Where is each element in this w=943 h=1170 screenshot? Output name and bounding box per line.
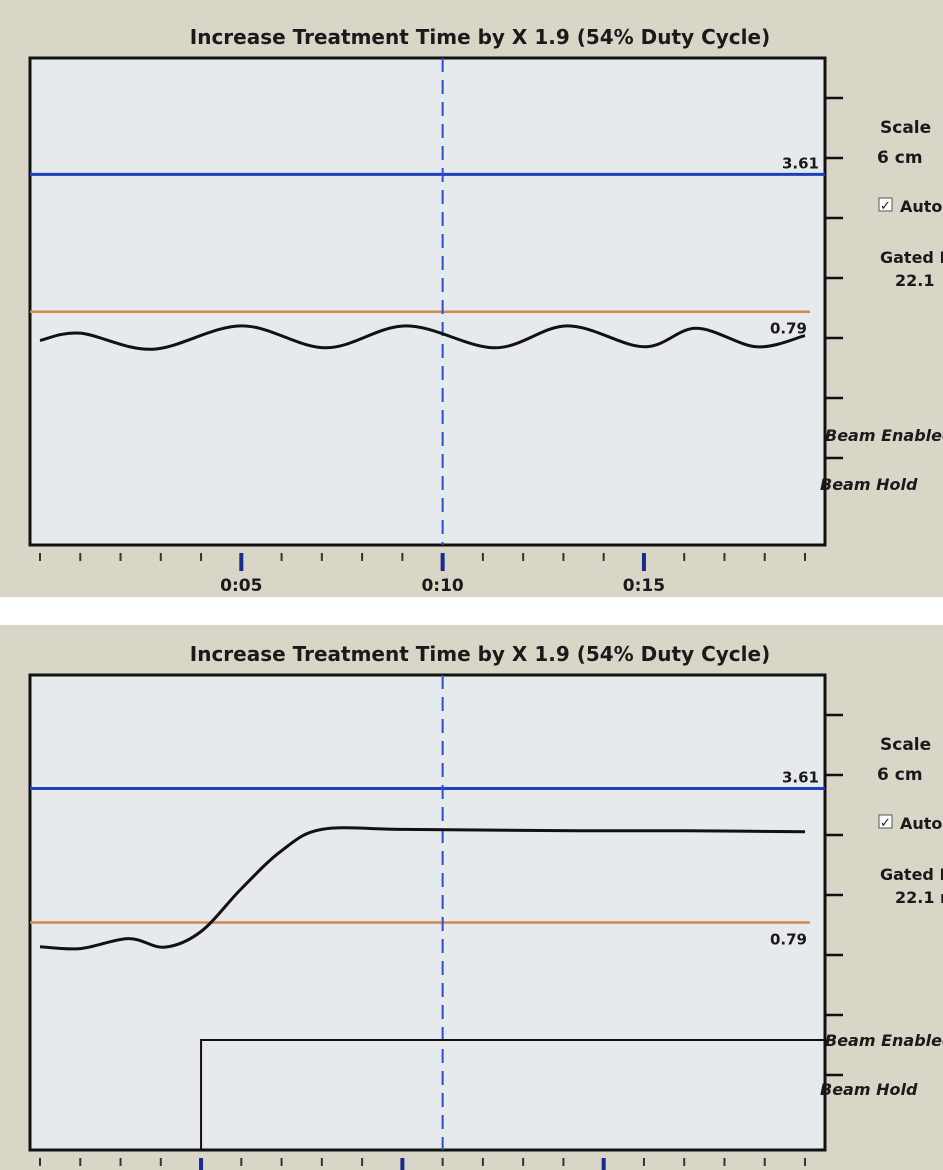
scale-value: 6 cm <box>877 148 923 168</box>
respiratory-trace <box>39 826 806 951</box>
upper-threshold-label: 3.61 <box>782 769 819 787</box>
x-tick-label: 0:05 <box>220 576 262 596</box>
auto-scale-label: Auto S <box>900 814 943 833</box>
scale-label: Scale <box>880 118 931 138</box>
chart-title: Increase Treatment Time by X 1.9 (54% Du… <box>190 642 770 666</box>
gated-value: 22.1 mr <box>895 888 943 907</box>
auto-scale-label: Auto <box>900 197 942 216</box>
scale-label: Scale <box>880 735 931 755</box>
beam-state-line <box>200 1039 825 1150</box>
scale-value: 6 cm <box>877 765 923 785</box>
beam-enabled-label: Beam Enabled <box>825 426 943 445</box>
lower-threshold-label: 0.79 <box>770 930 807 948</box>
beam-enabled-label: Beam Enabled <box>825 1031 943 1050</box>
respiratory-trace <box>39 324 806 351</box>
beam-hold-label: Beam Hold <box>820 475 918 494</box>
gated-value: 22.1 <box>895 271 934 290</box>
checkmark-icon: ✓ <box>880 199 891 214</box>
lower-threshold-label: 0.79 <box>770 320 807 338</box>
gating-chart-panel-2: Increase Treatment Time by X 1.9 (54% Du… <box>0 625 943 1170</box>
auto-scale-checkbox[interactable] <box>878 197 893 212</box>
x-tick-label: 0:15 <box>623 576 665 596</box>
upper-threshold-label: 3.61 <box>782 154 819 172</box>
gated-label: Gated Mo <box>880 865 943 884</box>
x-tick-label: 0:10 <box>421 576 463 596</box>
auto-scale-checkbox[interactable] <box>878 814 893 829</box>
plot-area <box>28 673 827 1152</box>
gating-chart-panel-1: Increase Treatment Time by X 1.9 (54% Du… <box>0 0 943 597</box>
beam-hold-label: Beam Hold <box>820 1080 918 1099</box>
chart-title: Increase Treatment Time by X 1.9 (54% Du… <box>190 25 770 49</box>
plot-area <box>28 56 827 547</box>
checkmark-icon: ✓ <box>880 816 891 831</box>
gated-label: Gated I <box>880 248 943 267</box>
